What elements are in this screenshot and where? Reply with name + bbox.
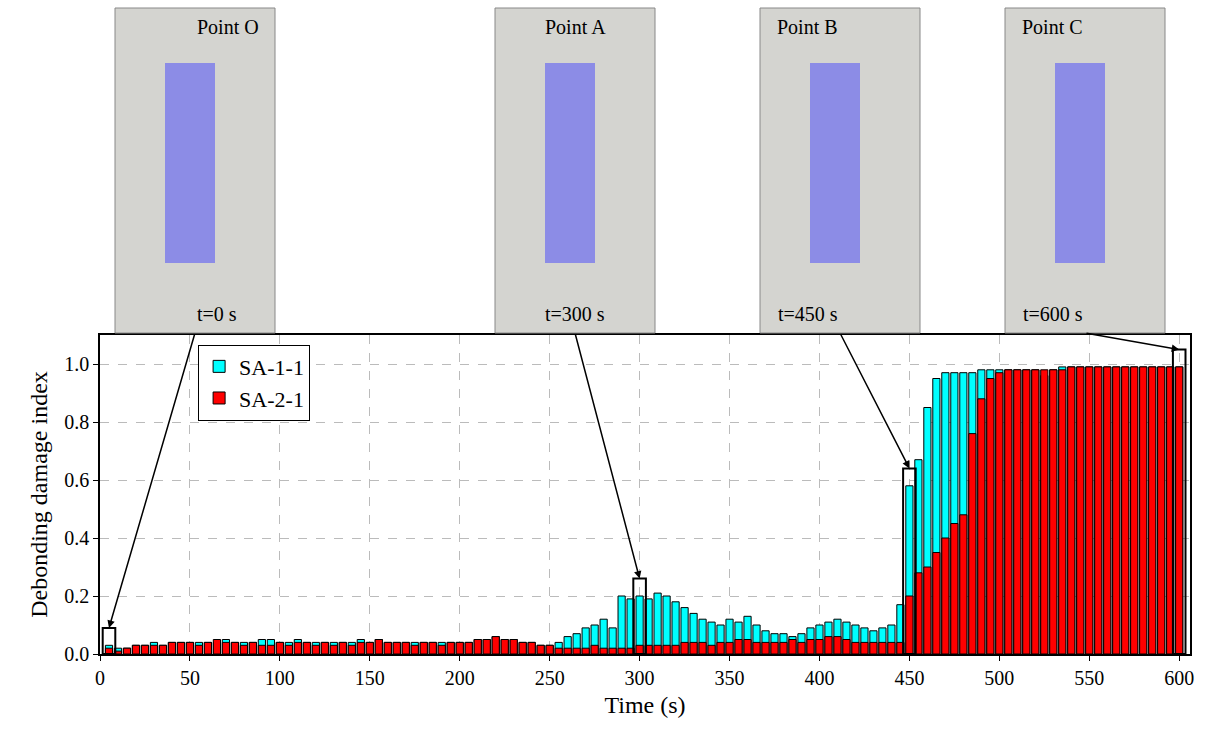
svg-text:0.2: 0.2 xyxy=(64,585,89,607)
svg-text:50: 50 xyxy=(180,667,200,689)
svg-text:100: 100 xyxy=(265,667,295,689)
svg-text:200: 200 xyxy=(445,667,475,689)
svg-text:t=300 s: t=300 s xyxy=(545,303,605,325)
svg-text:Point B: Point B xyxy=(777,16,838,38)
svg-text:SA-2-1: SA-2-1 xyxy=(239,387,304,412)
svg-text:t=450 s: t=450 s xyxy=(778,303,838,325)
svg-text:0.8: 0.8 xyxy=(64,411,89,433)
svg-text:SA-1-1: SA-1-1 xyxy=(239,355,304,380)
svg-text:400: 400 xyxy=(804,667,834,689)
svg-text:0: 0 xyxy=(95,667,105,689)
svg-text:600: 600 xyxy=(1164,667,1194,689)
svg-text:t=600 s: t=600 s xyxy=(1023,303,1083,325)
svg-text:Point C: Point C xyxy=(1022,16,1083,38)
svg-text:550: 550 xyxy=(1074,667,1104,689)
svg-text:500: 500 xyxy=(984,667,1014,689)
svg-text:150: 150 xyxy=(355,667,385,689)
svg-text:Debonding damage index: Debonding damage index xyxy=(26,371,52,618)
svg-text:450: 450 xyxy=(894,667,924,689)
svg-text:Point O: Point O xyxy=(197,16,259,38)
svg-text:t=0 s: t=0 s xyxy=(197,303,237,325)
svg-text:250: 250 xyxy=(535,667,565,689)
svg-text:1.0: 1.0 xyxy=(64,353,89,375)
svg-text:350: 350 xyxy=(715,667,745,689)
svg-text:0.0: 0.0 xyxy=(64,643,89,665)
svg-text:0.6: 0.6 xyxy=(64,469,89,491)
svg-text:Point A: Point A xyxy=(545,16,606,38)
svg-text:0.4: 0.4 xyxy=(64,527,89,549)
svg-text:300: 300 xyxy=(625,667,655,689)
svg-text:Time (s): Time (s) xyxy=(604,692,685,718)
